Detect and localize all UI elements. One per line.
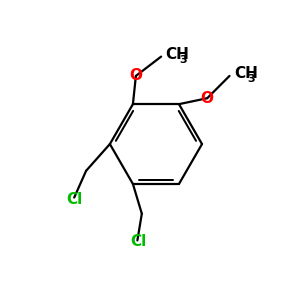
Text: 3: 3 <box>247 74 255 85</box>
Text: Cl: Cl <box>131 234 147 249</box>
Text: O: O <box>201 91 214 106</box>
Text: O: O <box>129 68 142 83</box>
Text: CH: CH <box>234 66 258 81</box>
Text: 3: 3 <box>179 55 187 65</box>
Text: Cl: Cl <box>66 191 82 206</box>
Text: CH: CH <box>166 47 190 62</box>
